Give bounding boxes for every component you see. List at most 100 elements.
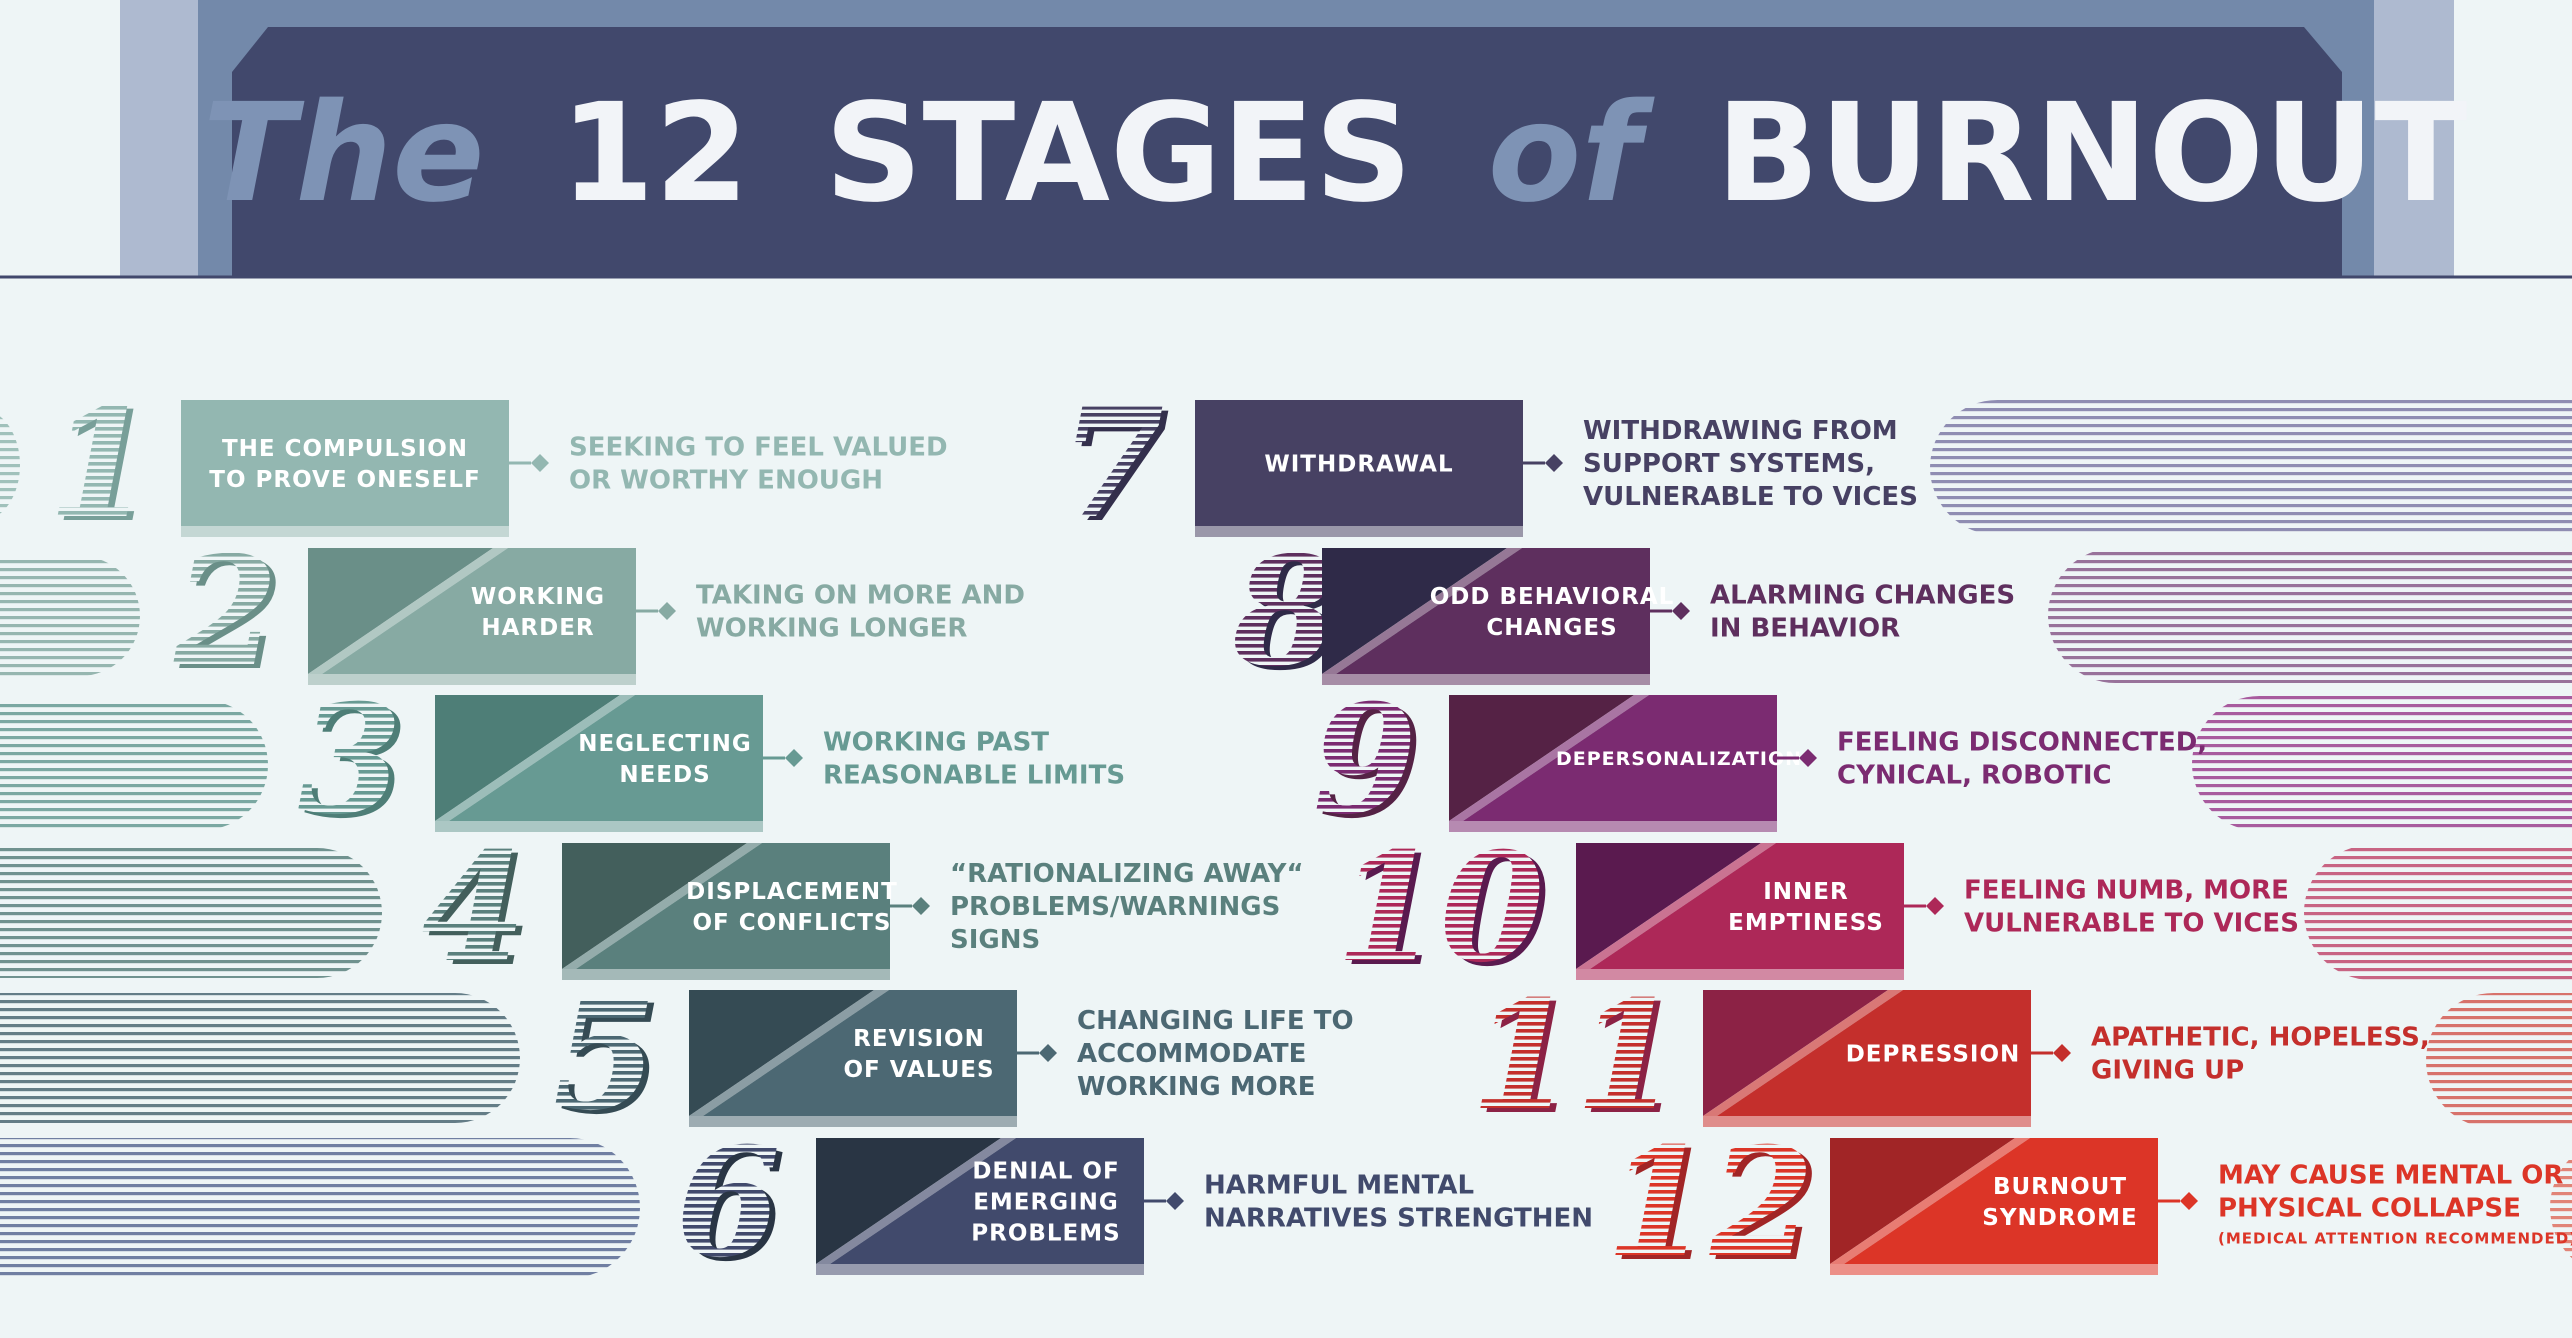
- stage-label-line: WORKING: [471, 584, 605, 610]
- stage-label-line: EMERGING: [973, 1189, 1119, 1215]
- step-face: [1336, 548, 1650, 674]
- stage-label-line: BURNOUT: [1993, 1174, 2127, 1200]
- stage-number: 4: [422, 820, 526, 996]
- title-banner: The 12 STAGES of BURNOUT: [0, 0, 2572, 279]
- stage-number-shadow: 12: [1612, 1119, 1821, 1295]
- stage-number: 3: [298, 672, 402, 848]
- stage-label-line: TO PROVE ONESELF: [209, 467, 480, 493]
- stage-description: TAKING ON MORE AND WORKING LONGER: [696, 581, 1025, 644]
- stage-description: APATHETIC, HOPELESS, GIVING UP: [2091, 1023, 2430, 1086]
- stage-description-line: VULNERABLE TO VICES: [1964, 909, 2299, 939]
- stage-description: FEELING NUMB, MORE VULNERABLE TO VICES: [1964, 876, 2299, 939]
- stage-label-line: INNER: [1763, 879, 1848, 905]
- stage-description-line: NARRATIVES STRENGTHEN: [1204, 1204, 1593, 1234]
- title-word-the: The: [203, 75, 485, 233]
- stage-description-line: PHYSICAL COLLAPSE: [2218, 1194, 2521, 1224]
- stage-description-line: WORKING PAST: [823, 728, 1049, 758]
- stage-description: FEELING DISCONNECTED, CYNICAL, ROBOTIC: [1837, 728, 2207, 791]
- stage-label: DENIAL OF EMERGING PROBLEMS: [971, 1158, 1120, 1246]
- stage-number: 1: [48, 376, 152, 552]
- stage-note: (MEDICAL ATTENTION RECOMMENDED): [2218, 1230, 2572, 1248]
- stage-label-line: THE COMPULSION: [222, 436, 468, 462]
- step-base-edge: [1703, 1116, 2031, 1127]
- connector-diamond: [785, 749, 803, 767]
- step-fold-light: [1322, 548, 1522, 674]
- stage-label-line: REVISION: [853, 1026, 985, 1052]
- stage-description-line: “RATIONALIZING AWAY“: [950, 859, 1304, 889]
- right-stripe-blob: [2304, 845, 2572, 980]
- stages-list: 11 THE COMPULSION TO PROVE ONESELF SEEKING …: [48, 376, 2572, 1295]
- stage-number-shadow: 2: [179, 528, 284, 704]
- stage-number-shadow: 6: [682, 1119, 786, 1295]
- left-stripe-blob: [0, 1138, 640, 1278]
- stage-description: CHANGING LIFE TO ACCOMMODATE WORKING MORE: [1077, 1006, 1354, 1102]
- stage-number-shadow: 10: [1342, 824, 1551, 1000]
- stage-7: 77 WITHDRAWAL WITHDRAWING FROM SUPPORT SYST…: [1060, 376, 1918, 556]
- stage-description-line: WORKING MORE: [1077, 1072, 1316, 1102]
- connector-diamond: [658, 602, 676, 620]
- stage-label: ODD BEHAVIORAL CHANGES: [1430, 584, 1675, 641]
- stage-number-shadow: 5: [559, 972, 663, 1148]
- right-stripe-blob: [2550, 1156, 2572, 1259]
- page-title: The 12 STAGES of BURNOUT: [203, 75, 2468, 233]
- stage-number: 11: [1471, 968, 1680, 1144]
- stage-label-line: CHANGES: [1486, 615, 1617, 641]
- step-fold-light: [562, 843, 762, 969]
- stage-description-line: APATHETIC, HOPELESS,: [2091, 1023, 2430, 1053]
- step-face: [1590, 843, 1904, 969]
- stage-label-line: DEPERSONALIZATION: [1556, 748, 1802, 770]
- title-word-stages: STAGES: [825, 75, 1413, 233]
- stage-number-shadow: 4: [428, 824, 532, 1000]
- stage-label: NEGLECTING NEEDS: [578, 731, 751, 788]
- left-stripe-blob: [0, 848, 382, 978]
- stage-description-line: TAKING ON MORE AND: [696, 581, 1025, 611]
- stage-description: ALARMING CHANGES IN BEHAVIOR: [1710, 581, 2015, 644]
- stage-description: SEEKING TO FEEL VALUED OR WORTHY ENOUGH: [569, 433, 948, 496]
- left-stripe-blob: [0, 416, 20, 514]
- stage-description-line: SEEKING TO FEEL VALUED: [569, 433, 948, 463]
- stage-label-line: HARDER: [481, 615, 594, 641]
- stage-5: 55 REVISION OF VALUES CHANGING LIFE TO ACCOM…: [553, 968, 1354, 1148]
- step-face: [1195, 400, 1523, 526]
- stage-description-line: CHANGING LIFE TO: [1077, 1006, 1354, 1036]
- stage-description-line: MAY CAUSE MENTAL OR: [2218, 1161, 2563, 1191]
- left-stripe-blob: [0, 556, 140, 676]
- step-base-edge: [435, 821, 763, 832]
- stage-description-line: OR WORTHY ENOUGH: [569, 466, 883, 496]
- stage-label: WITHDRAWAL: [1264, 451, 1453, 477]
- stage-description-line: VULNERABLE TO VICES: [1583, 482, 1918, 512]
- left-stripe-blob: [0, 993, 520, 1123]
- step-face: [1717, 990, 2031, 1116]
- stage-9: 99 DEPERSONALIZATION FEELING DISCONNECTED,…: [1313, 672, 2207, 852]
- step-face: [830, 1138, 1144, 1264]
- step-base-edge: [308, 674, 636, 685]
- stage-label-line: DENIAL OF: [972, 1158, 1119, 1184]
- stage-description-line: ACCOMMODATE: [1077, 1039, 1306, 1069]
- stage-label: DEPRESSION: [1846, 1041, 2021, 1067]
- left-stripe-blob: [0, 700, 268, 830]
- stage-label: WORKING HARDER: [471, 584, 605, 641]
- connector-diamond: [1926, 897, 1944, 915]
- stage-description: WITHDRAWING FROM SUPPORT SYSTEMS, VULNERAB…: [1583, 416, 1918, 512]
- stage-number: 7: [1060, 376, 1164, 552]
- stage-number: 5: [553, 968, 657, 1144]
- stage-description: HARMFUL MENTAL NARRATIVES STRENGTHEN: [1204, 1171, 1593, 1234]
- step-fold-light: [1449, 695, 1649, 821]
- stage-label-line: PROBLEMS: [971, 1220, 1120, 1246]
- stage-label-line: NEGLECTING: [578, 731, 751, 757]
- step-face: [322, 548, 636, 674]
- step-base-edge: [1830, 1264, 2158, 1275]
- step-base-edge: [1322, 674, 1650, 685]
- step-fold-light: [1703, 990, 1903, 1116]
- step-face: [1844, 1138, 2158, 1264]
- step-fold-light: [308, 548, 508, 674]
- stage-label: REVISION OF VALUES: [843, 1026, 994, 1083]
- stage-label-line: SYNDROME: [1982, 1205, 2137, 1231]
- stage-description-line: CYNICAL, ROBOTIC: [1837, 761, 2112, 791]
- step-fold-light: [435, 695, 635, 821]
- stage-description-line: SIGNS: [950, 925, 1040, 955]
- right-stripe-blob: [2426, 993, 2572, 1128]
